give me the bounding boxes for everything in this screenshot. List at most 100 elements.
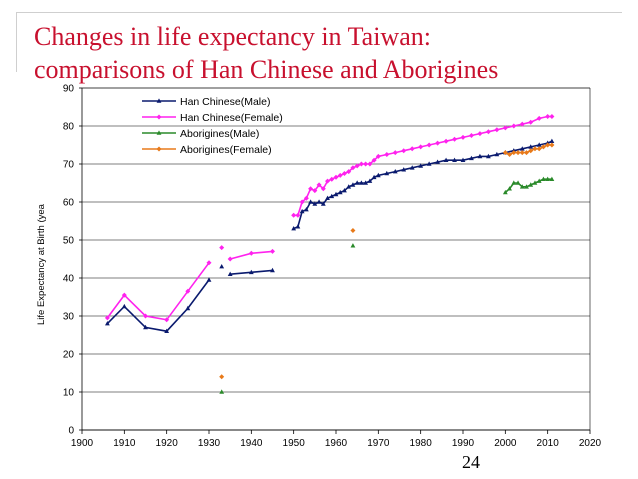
legend-label-han-chinese-male: Han Chinese(Male) bbox=[180, 96, 270, 108]
data-point-han-chinese-female-2002 bbox=[511, 123, 517, 129]
y-tick-label-30: 30 bbox=[63, 312, 75, 323]
data-point-han-chinese-female-1965 bbox=[354, 163, 360, 169]
data-point-han-chinese-female-1961 bbox=[337, 172, 343, 178]
data-point-han-chinese-male-1945 bbox=[270, 267, 275, 273]
x-tick-label-1980: 1980 bbox=[410, 438, 433, 449]
data-point-aborigines-male-2010 bbox=[545, 176, 551, 181]
legend-item-han-chinese-male: Han Chinese(Male) bbox=[142, 96, 270, 108]
data-point-han-chinese-female-1968 bbox=[367, 161, 373, 167]
series-aborigines-female bbox=[219, 142, 555, 380]
chart-series bbox=[104, 114, 555, 394]
data-point-han-chinese-female-1974 bbox=[392, 150, 398, 156]
data-point-han-chinese-female-1954 bbox=[308, 186, 314, 192]
data-point-aborigines-male-2006 bbox=[528, 182, 534, 187]
data-point-han-chinese-female-1950 bbox=[291, 212, 297, 218]
data-point-han-chinese-male-1933 bbox=[219, 264, 225, 269]
y-axis-label: Life Expectancy at Birth (yea bbox=[36, 203, 47, 325]
data-point-aborigines-male-2001 bbox=[507, 186, 512, 191]
data-point-han-chinese-male-1950 bbox=[291, 226, 297, 231]
data-point-han-chinese-female-1962 bbox=[341, 171, 347, 176]
data-point-han-chinese-female-1986 bbox=[443, 138, 449, 144]
data-point-han-chinese-male-2006 bbox=[528, 144, 534, 149]
data-point-aborigines-female-2005 bbox=[524, 150, 529, 156]
data-point-han-chinese-male-1964 bbox=[350, 182, 356, 187]
data-point-aborigines-female-2007 bbox=[532, 146, 538, 152]
data-point-han-chinese-male-1998 bbox=[494, 151, 500, 157]
data-point-han-chinese-male-1980 bbox=[418, 163, 424, 168]
data-point-aborigines-female-2003 bbox=[515, 150, 521, 156]
data-point-han-chinese-male-1920 bbox=[164, 328, 170, 333]
data-point-han-chinese-female-1978 bbox=[409, 146, 415, 152]
data-point-han-chinese-male-1992 bbox=[469, 155, 474, 161]
data-point-han-chinese-male-1959 bbox=[329, 193, 335, 199]
data-point-han-chinese-female-1996 bbox=[485, 129, 491, 135]
data-point-han-chinese-female-1963 bbox=[346, 169, 352, 175]
data-point-han-chinese-female-1972 bbox=[384, 152, 390, 157]
data-point-aborigines-female-2001 bbox=[507, 152, 513, 157]
data-point-han-chinese-male-1930 bbox=[206, 277, 212, 282]
legend-item-han-chinese-female: Han Chinese(Female) bbox=[142, 112, 283, 124]
chart-legend: Han Chinese(Male) Han Chinese(Female) Abor… bbox=[142, 96, 283, 156]
data-point-han-chinese-male-1954 bbox=[308, 199, 313, 204]
data-point-aborigines-male-2007 bbox=[532, 180, 538, 185]
data-point-aborigines-male-2002 bbox=[511, 180, 517, 185]
data-point-han-chinese-male-1961 bbox=[337, 189, 343, 195]
data-point-han-chinese-male-1956 bbox=[316, 199, 322, 204]
data-point-han-chinese-female-1967 bbox=[363, 161, 369, 167]
y-tick-label-10: 10 bbox=[63, 388, 75, 399]
data-point-han-chinese-female-2010 bbox=[545, 114, 551, 119]
data-point-han-chinese-female-1956 bbox=[316, 182, 322, 188]
data-point-han-chinese-male-1990 bbox=[460, 157, 466, 162]
series-line-han-chinese-female-0 bbox=[106, 262, 210, 321]
y-tick-label-40: 40 bbox=[63, 274, 75, 285]
data-point-han-chinese-female-2000 bbox=[502, 125, 508, 131]
y-tick-label-20: 20 bbox=[63, 350, 75, 361]
data-point-han-chinese-female-1910 bbox=[121, 292, 127, 298]
slide-title-line-2: comparisons of Han Chinese and Aborigine… bbox=[34, 55, 499, 84]
x-tick-label-1910: 1910 bbox=[113, 438, 136, 449]
data-point-han-chinese-female-1960 bbox=[333, 174, 339, 180]
data-point-han-chinese-male-1970 bbox=[375, 172, 381, 178]
data-point-han-chinese-male-1996 bbox=[486, 153, 491, 159]
data-point-han-chinese-female-1976 bbox=[401, 148, 407, 154]
data-point-han-chinese-male-1958 bbox=[325, 195, 330, 200]
data-point-han-chinese-male-1906 bbox=[105, 321, 110, 326]
x-tick-label-2000: 2000 bbox=[494, 438, 517, 449]
data-point-han-chinese-female-1980 bbox=[418, 144, 424, 150]
data-point-han-chinese-male-1960 bbox=[333, 191, 339, 197]
slide-title-line-1: Changes in life expectancy in Taiwan: bbox=[34, 22, 431, 51]
data-point-han-chinese-male-1972 bbox=[384, 170, 390, 176]
data-point-han-chinese-male-1952 bbox=[299, 208, 305, 214]
data-point-han-chinese-male-1976 bbox=[401, 167, 407, 172]
data-point-aborigines-female-2004 bbox=[519, 150, 525, 156]
data-point-han-chinese-female-1955 bbox=[312, 188, 318, 194]
data-point-aborigines-female-2010 bbox=[545, 142, 551, 148]
data-point-han-chinese-male-1962 bbox=[342, 188, 347, 193]
data-point-han-chinese-female-2008 bbox=[536, 115, 542, 121]
data-point-han-chinese-female-1992 bbox=[468, 133, 474, 138]
slide-frame-top bbox=[16, 12, 622, 13]
data-point-han-chinese-male-2004 bbox=[519, 146, 525, 151]
data-point-han-chinese-male-1910 bbox=[121, 303, 127, 309]
data-point-han-chinese-female-1933 bbox=[219, 245, 225, 251]
x-tick-label-1930: 1930 bbox=[198, 438, 221, 449]
data-point-han-chinese-male-1984 bbox=[435, 159, 440, 164]
data-point-aborigines-female-2002 bbox=[511, 150, 517, 156]
data-point-han-chinese-male-1925 bbox=[185, 305, 191, 311]
y-tick-label-0: 0 bbox=[68, 426, 74, 437]
data-point-aborigines-male-2000 bbox=[502, 189, 508, 195]
data-point-han-chinese-male-2008 bbox=[536, 142, 542, 147]
data-point-han-chinese-female-1957 bbox=[320, 186, 326, 192]
data-point-han-chinese-female-1935 bbox=[227, 256, 233, 262]
x-tick-label-2020: 2020 bbox=[579, 438, 602, 449]
legend-swatch-marker-han-chinese-female bbox=[156, 114, 162, 120]
legend-label-aborigines-female: Aborigines(Female) bbox=[180, 144, 272, 156]
series-han-chinese-female bbox=[104, 114, 555, 323]
x-tick-label-1970: 1970 bbox=[367, 438, 390, 449]
chart-grid bbox=[82, 87, 590, 431]
data-point-han-chinese-male-1951 bbox=[295, 224, 301, 229]
data-point-han-chinese-male-1953 bbox=[303, 207, 309, 212]
series-han-chinese-male bbox=[105, 138, 555, 333]
y-tick-label-50: 50 bbox=[63, 236, 75, 247]
data-point-han-chinese-female-1952 bbox=[299, 199, 305, 205]
